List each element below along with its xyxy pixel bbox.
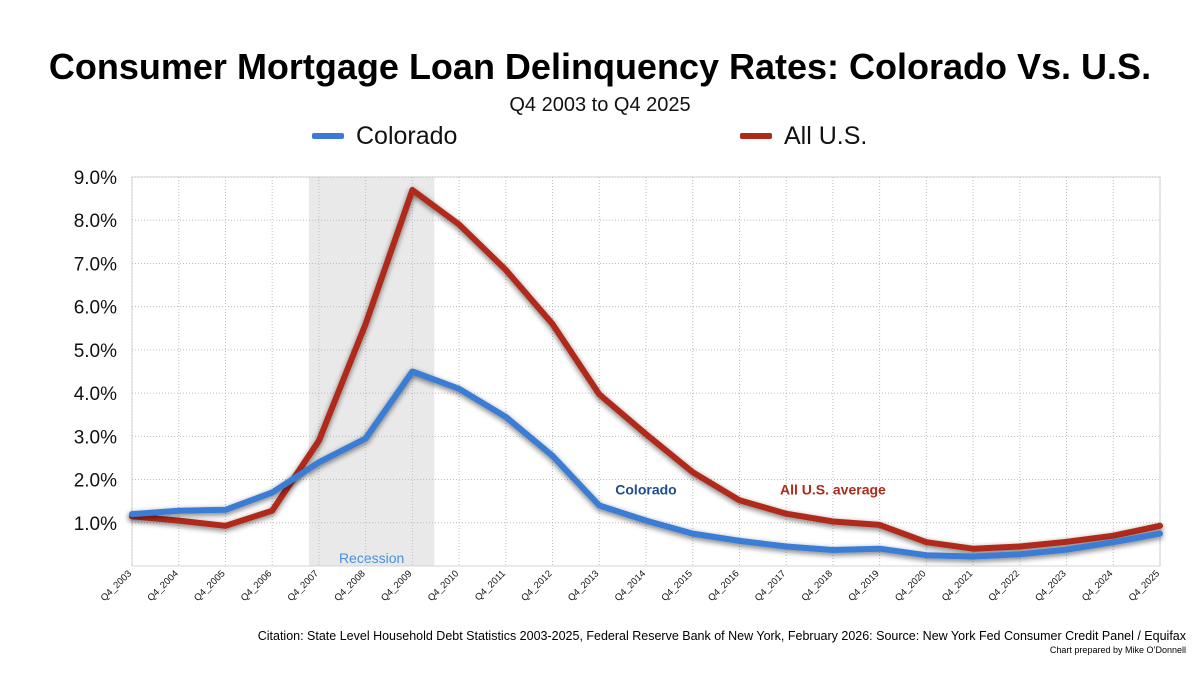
- legend-label-us: All U.S.: [784, 121, 868, 150]
- x-tick-label: Q4_2019: [846, 568, 881, 603]
- y-tick-label: 1.0%: [74, 514, 117, 535]
- x-tick-label: Q4_2008: [332, 568, 367, 603]
- x-tick-label: Q4_2014: [613, 568, 648, 603]
- legend-label-colorado: Colorado: [356, 121, 458, 150]
- x-tick-label: Q4_2006: [239, 568, 274, 603]
- series-annotation-1: All U.S. average: [780, 482, 886, 498]
- x-tick-label: Q4_2022: [987, 568, 1022, 603]
- y-tick-label: 7.0%: [74, 254, 117, 275]
- y-tick-label: 8.0%: [74, 211, 117, 232]
- x-tick-label: Q4_2005: [192, 568, 227, 603]
- x-tick-label: Q4_2012: [519, 568, 554, 603]
- x-tick-label: Q4_2007: [286, 568, 321, 603]
- x-tick-label: Q4_2011: [473, 568, 508, 603]
- legend-item-us: All U.S.: [740, 121, 867, 151]
- x-tick-label: Q4_2023: [1033, 568, 1068, 603]
- x-tick-label: Q4_2003: [99, 568, 134, 603]
- series-line-all-u-s: [129, 187, 1163, 552]
- x-tick-label: Q4_2015: [659, 568, 694, 603]
- y-tick-label: 2.0%: [74, 471, 117, 492]
- series-line-colorado: [129, 368, 1163, 560]
- chart-title: Consumer Mortgage Loan Delinquency Rates…: [48, 46, 1152, 87]
- legend-swatch-colorado: [312, 133, 344, 139]
- recession-label: Recession: [339, 550, 404, 566]
- series-annotation-0: Colorado: [615, 482, 676, 498]
- y-tick-label: 5.0%: [74, 341, 117, 362]
- x-tick-label: Q4_2018: [800, 568, 835, 603]
- x-tick-label: Q4_2025: [1127, 568, 1162, 603]
- legend-swatch-us: [740, 133, 772, 139]
- chart-subtitle: Q4 2003 to Q4 2025: [509, 94, 691, 116]
- x-tick-label: Q4_2024: [1080, 568, 1115, 603]
- x-tick-label: Q4_2020: [893, 568, 928, 603]
- x-tick-label: Q4_2004: [145, 568, 180, 603]
- y-tick-label: 6.0%: [74, 298, 117, 319]
- legend-item-colorado: Colorado: [312, 121, 457, 151]
- x-tick-label: Q4_2009: [379, 568, 414, 603]
- x-tick-label: Q4_2010: [426, 568, 461, 603]
- x-tick-label: Q4_2021: [940, 568, 975, 603]
- y-tick-label: 4.0%: [74, 384, 117, 405]
- x-tick-label: Q4_2016: [706, 568, 741, 603]
- y-tick-label: 9.0%: [74, 168, 117, 189]
- y-tick-label: 3.0%: [74, 427, 117, 448]
- citation-text: Citation: State Level Household Debt Sta…: [257, 629, 1186, 643]
- x-tick-label: Q4_2013: [566, 568, 601, 603]
- credit-text: Chart prepared by Mike O’Donnell: [1049, 645, 1186, 655]
- x-tick-label: Q4_2017: [753, 568, 788, 603]
